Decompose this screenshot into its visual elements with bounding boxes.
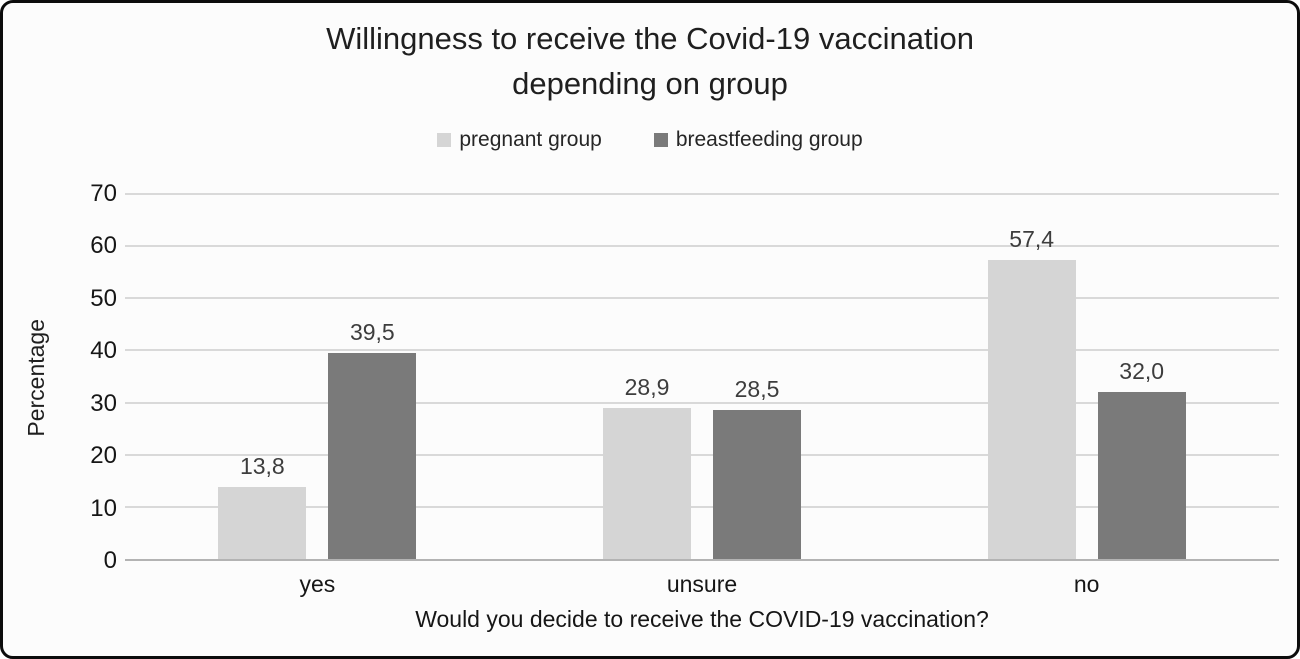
bar-groups: 13,8 39,5 28,9 28,5 57,4 32,0	[125, 194, 1279, 559]
bar-group-no: 57,4 32,0	[894, 194, 1279, 559]
bar-pregnant-no: 57,4	[987, 227, 1076, 559]
x-axis-title: Would you decide to receive the COVID-19…	[415, 606, 989, 632]
y-tick-label-50: 50	[90, 284, 117, 312]
bar-breastfeeding-no: 32,0	[1097, 360, 1186, 559]
y-tick-label-70: 70	[90, 180, 117, 207]
gridline	[125, 505, 1279, 508]
gridline	[125, 453, 1279, 456]
bar-value-label: 28,9	[624, 374, 670, 401]
legend-item-pregnant: pregnant group	[437, 128, 602, 152]
plot-area: 13,8 39,5 28,9 28,5 57,4 32,0	[125, 193, 1279, 561]
y-tick-label-0: 0	[103, 547, 117, 574]
bar-breastfeeding-yes: 39,5	[328, 321, 417, 559]
bar-value-label: 32,0	[1119, 358, 1165, 385]
gridline	[125, 349, 1279, 352]
y-axis-ticks: 0 10 20 30 40 50 60 70	[69, 182, 125, 573]
gridline	[125, 245, 1279, 248]
y-axis-title-column: Percentage	[3, 194, 69, 561]
y-tick-label-10: 10	[90, 494, 117, 522]
bar-value-label: 28,5	[734, 376, 780, 403]
y-tick-label-20: 20	[90, 442, 117, 470]
y-axis-title: Percentage	[22, 318, 49, 437]
legend: pregnant group breastfeeding group	[3, 128, 1297, 152]
legend-swatch-icon	[437, 133, 452, 147]
bar-pregnant-unsure: 28,9	[603, 376, 691, 559]
chart-area: Percentage 0 10 20 30 40 50 60 70 13,8 39,5 28,9 2…	[3, 182, 1279, 573]
legend-swatch-icon	[653, 133, 668, 147]
gridline	[125, 193, 1279, 195]
chart-title-line-1: Willingness to receive the Covid-19 vacc…	[326, 21, 974, 56]
legend-label: breastfeeding group	[675, 128, 863, 151]
x-category-label-unsure: unsure	[666, 571, 738, 597]
bar-pregnant-yes: 13,8	[218, 455, 307, 559]
gridline	[125, 401, 1279, 404]
bar-breastfeeding-unsure: 28,5	[713, 378, 801, 559]
bar-group-unsure: 28,9 28,5	[510, 194, 895, 559]
legend-item-breastfeeding: breastfeeding group	[653, 128, 863, 152]
chart-title: Willingness to receive the Covid-19 vacc…	[3, 16, 1297, 106]
y-tick-label-60: 60	[90, 232, 117, 260]
y-tick-label-30: 30	[90, 389, 117, 417]
y-tick-label-40: 40	[90, 337, 117, 365]
chart-title-line-2: depending on group	[512, 66, 788, 101]
gridline	[125, 297, 1279, 300]
bar-group-yes: 13,8 39,5	[125, 194, 510, 559]
bar-value-label: 57,4	[1009, 225, 1055, 252]
x-category-label-yes: yes	[299, 571, 336, 597]
x-category-label-no: no	[1073, 571, 1100, 597]
bar-value-label: 39,5	[349, 319, 395, 346]
x-category-labels: yes unsure no	[125, 571, 1279, 598]
bar-value-label: 13,8	[239, 453, 285, 480]
legend-label: pregnant group	[459, 128, 602, 151]
